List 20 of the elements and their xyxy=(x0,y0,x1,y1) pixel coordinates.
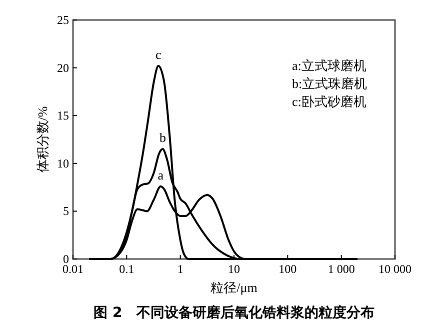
annotation: c:卧式砂磨机 xyxy=(292,94,366,109)
x-tick-label: 100 xyxy=(278,262,297,276)
y-tick-label: 10 xyxy=(57,156,69,170)
y-tick-label: 25 xyxy=(57,13,69,27)
series-label: c xyxy=(155,46,162,62)
x-tick-label: 1 000 xyxy=(328,262,355,276)
annotation: b:立式珠磨机 xyxy=(292,76,368,91)
series-label: a xyxy=(158,167,164,182)
series-label: b xyxy=(159,130,166,146)
y-tick-label: 15 xyxy=(57,108,69,123)
y-axis-title: 体积分数/% xyxy=(35,106,50,173)
annotation: a:立式球磨机 xyxy=(292,58,366,73)
x-tick-label: 0.1 xyxy=(119,262,134,276)
y-tick-label: 5 xyxy=(63,204,69,218)
x-tick-label: 10 xyxy=(228,262,240,276)
x-tick-label: 1 xyxy=(177,262,184,276)
y-tick-label: 20 xyxy=(57,60,69,75)
x-tick-label: 10 000 xyxy=(378,262,412,276)
x-axis-title: 粒径/μm xyxy=(210,280,258,295)
text: 图 2 不同设备研磨后氧化锆料浆的粒度分布 xyxy=(94,304,374,321)
